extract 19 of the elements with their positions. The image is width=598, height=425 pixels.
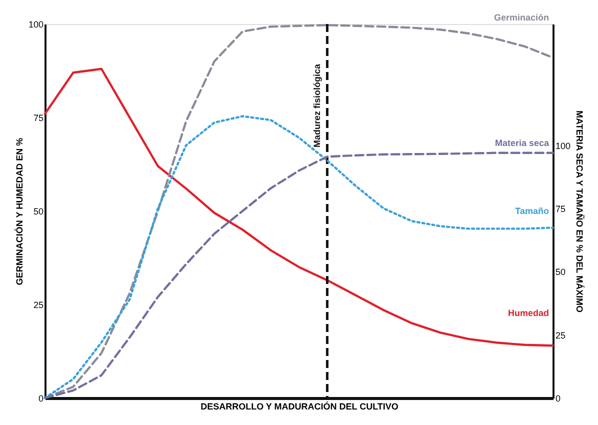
annotation: Madurez fisiológica [312,63,322,148]
y2-tick-label: 25 [556,330,566,340]
y2-tick-label: 0 [556,394,561,404]
y-tick-label: 75 [33,113,44,123]
y-tick-label: 0 [38,394,44,404]
y-tick-label: 100 [28,20,44,30]
text: Humedad [508,308,549,318]
y-axis-title: GERMINACIÓN Y HUMEDAD EN % [14,138,24,286]
y-tick-label: 50 [33,206,44,216]
y2-tick-label: 100 [556,140,571,151]
series-label: Tamaño [515,206,550,216]
y2-tick-label: 50 [556,267,566,278]
y2-axis-title: MATERIA SECA Y TAMAÑO EN % DEL MÁXIMO [574,110,586,313]
line-series [44,24,554,400]
x-axis-title: DESARROLLO Y MADURACIÓN DEL CULTIVO [200,402,398,412]
series-label: Germinación [494,12,549,23]
series-label: Materia seca [494,138,550,148]
y2-tick-label: 75 [556,204,566,214]
y-tick-label: 25 [33,300,44,310]
